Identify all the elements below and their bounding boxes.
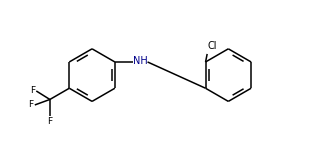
Text: Cl: Cl [208,41,217,51]
Text: F: F [28,100,33,110]
Text: NH: NH [133,56,148,66]
Text: F: F [30,86,35,95]
Text: F: F [47,117,52,126]
